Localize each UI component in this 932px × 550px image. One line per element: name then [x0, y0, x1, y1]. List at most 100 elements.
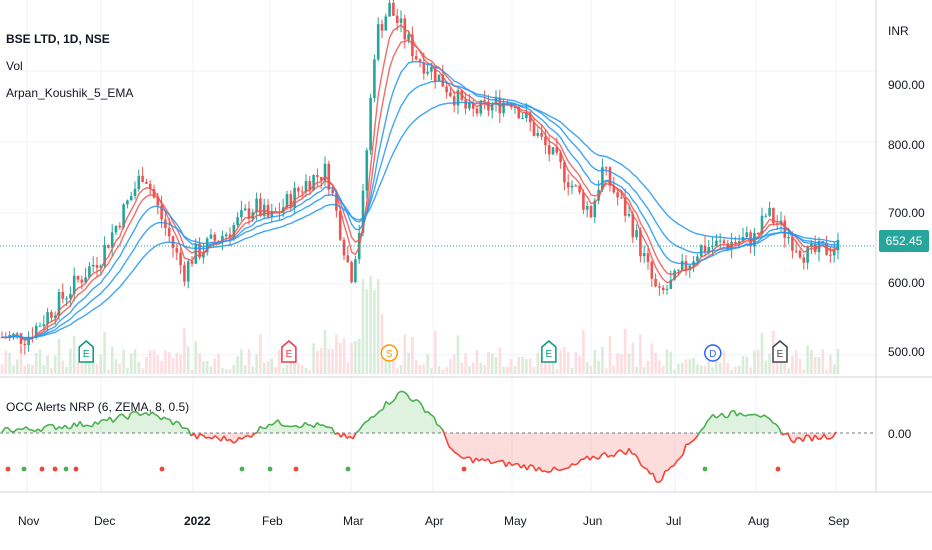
candle-body	[221, 236, 224, 242]
oscillator-line	[295, 424, 300, 429]
volume-bar	[160, 360, 163, 374]
candle-body	[464, 99, 467, 109]
oscillator-fill	[743, 415, 746, 433]
volume-bar	[832, 364, 836, 374]
candle-body	[582, 192, 585, 210]
volume-bar	[243, 365, 247, 374]
candle-body	[418, 59, 422, 63]
currency-label: INR	[888, 24, 909, 38]
event-marker-label: S	[386, 349, 393, 360]
x-tick-label: Apr	[425, 514, 444, 528]
candle-body	[361, 190, 365, 233]
volume-bar	[76, 362, 80, 374]
volume-bar	[703, 366, 707, 374]
oscillator-line	[298, 426, 303, 429]
candle-body	[665, 288, 669, 291]
oscillator-line	[700, 426, 705, 431]
candle-body	[604, 167, 608, 169]
oscillator-line	[70, 422, 75, 429]
volume-bar	[760, 332, 764, 374]
volume-bar	[323, 329, 327, 374]
volume-bar	[570, 367, 574, 374]
volume-bar	[228, 369, 232, 374]
volume-bar	[8, 352, 11, 374]
volume-bar	[487, 352, 490, 374]
candle-body	[547, 145, 551, 155]
volume-bar	[639, 334, 642, 374]
volume-bar	[582, 330, 585, 374]
oscillator-legend[interactable]: OCC Alerts NRP (6, ZEMA, 8, 0.5)	[6, 400, 190, 414]
oscillator-line	[163, 416, 168, 420]
volume-bar	[627, 353, 631, 374]
oscillator-line	[757, 414, 762, 419]
oscillator-fill	[764, 414, 767, 433]
candle-body	[407, 34, 410, 40]
oscillator-line	[811, 434, 816, 442]
oscillator-line	[556, 468, 561, 472]
oscillator-fill	[167, 418, 170, 433]
candle-body	[745, 232, 749, 238]
oscillator-fill	[503, 433, 506, 467]
volume-bar	[232, 364, 236, 374]
oscillator-fill	[542, 433, 545, 472]
volume-bar	[152, 350, 156, 374]
volume-bar	[677, 363, 680, 374]
oscillator-line	[115, 414, 120, 420]
oscillator-line	[214, 435, 219, 439]
signal-dot	[239, 466, 245, 472]
oscillator-line	[25, 426, 30, 431]
signal-dot	[5, 466, 11, 472]
volume-bar	[95, 364, 99, 374]
candle-body	[616, 192, 619, 198]
oscillator-line	[793, 437, 798, 444]
volume-bar	[661, 366, 665, 374]
volume-bar	[559, 349, 562, 374]
oscillator-fill	[119, 413, 122, 433]
volume-bar	[718, 362, 722, 374]
volume-bar	[730, 369, 733, 374]
oscillator-line	[103, 418, 108, 422]
candle-body	[608, 167, 612, 186]
ema-legend[interactable]: Arpan_Koushik_5_EMA	[6, 86, 134, 100]
oscillator-fill	[470, 433, 473, 463]
candle-body	[517, 106, 521, 119]
volume-bar	[521, 356, 524, 374]
volume-legend[interactable]: Vol	[6, 59, 23, 73]
oscillator-line	[475, 457, 480, 462]
candle-body	[646, 253, 650, 262]
oscillator-fill	[278, 419, 281, 433]
oscillator-fill	[137, 411, 140, 433]
volume-bar	[593, 349, 597, 374]
volume-bar	[779, 353, 783, 374]
volume-bar	[392, 352, 395, 374]
oscillator-line	[823, 433, 828, 440]
volume-bar	[490, 353, 494, 374]
oscillator-line	[148, 411, 153, 416]
event-marker-icon	[704, 344, 722, 362]
symbol-title[interactable]: BSE LTD, 1D, NSE	[6, 32, 110, 46]
oscillator-line	[121, 413, 126, 418]
candle-body	[122, 204, 125, 228]
candle-body	[764, 215, 768, 217]
oscillator-line	[523, 464, 528, 471]
event-marker-label: E	[286, 349, 293, 360]
volume-bar	[794, 350, 798, 374]
oscillator-line	[532, 465, 537, 472]
oscillator-fill	[77, 421, 80, 433]
oscillator-fill	[380, 409, 383, 433]
y-tick-label: 900.00	[888, 78, 925, 92]
oscillator-fill	[617, 433, 620, 453]
oscillator-line	[223, 435, 228, 442]
candle-body	[449, 92, 452, 97]
candle-body	[152, 188, 156, 198]
oscillator-line	[613, 451, 618, 457]
oscillator-line	[604, 452, 609, 458]
oscillator-line	[691, 438, 696, 443]
oscillator-fill	[485, 433, 488, 461]
candle-body	[190, 261, 194, 264]
oscillator-line	[43, 424, 48, 428]
volume-bar	[221, 367, 224, 374]
volume-bar	[316, 350, 319, 374]
oscillator-fill	[122, 413, 125, 433]
